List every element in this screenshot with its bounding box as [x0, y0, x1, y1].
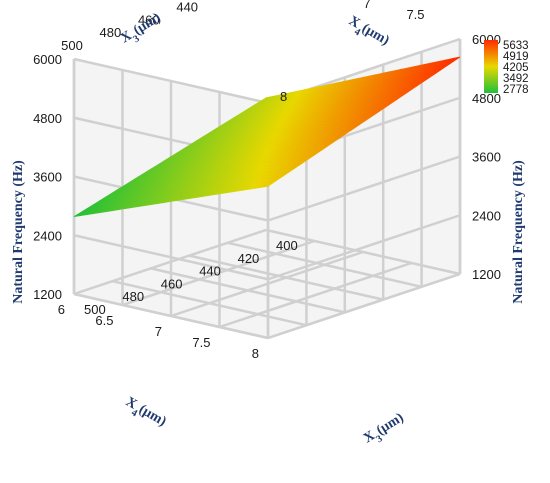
tick-labels: 1200120024002400360036004800480060006000… — [33, 0, 501, 361]
grid-x3-floor — [188, 254, 384, 301]
colorbar-tick: 2778 — [503, 84, 529, 96]
x4-tick-bottom: 6.5 — [95, 313, 113, 328]
z-tick-left: 1200 — [33, 287, 62, 302]
z-tick-left: 2400 — [33, 228, 62, 243]
x4-tick-bottom: 8 — [252, 346, 259, 361]
colorbar-gradient — [484, 40, 498, 93]
x4-tick-bottom: 7.5 — [192, 335, 210, 350]
x3-tick-top: 420 — [215, 0, 237, 2]
x3-tick-bottom: 500 — [84, 302, 106, 317]
grid-x4-floor — [219, 261, 412, 329]
grid-x4-floor — [267, 272, 461, 340]
x3-tick-bottom: 460 — [161, 276, 183, 291]
x3-tick-bottom: 480 — [122, 289, 144, 304]
z-axis-title-left: Natural Frequency (Hz) — [11, 160, 26, 304]
z-tick-right: 2400 — [472, 208, 501, 223]
x3-tick-bottom: 440 — [199, 264, 221, 279]
z-tick-right: 3600 — [472, 150, 501, 165]
colorbar-tick: 5633 — [503, 40, 529, 52]
colorbar-tick: 4205 — [503, 62, 529, 74]
x3-tick-top: 460 — [138, 12, 160, 27]
grid-x3-floor — [112, 279, 307, 327]
x4-tick-top: 7 — [363, 0, 370, 11]
colorbar-tick: 3492 — [503, 73, 529, 85]
x3-axis-title-bottom: X3(μm) — [361, 410, 409, 450]
x4-tick-top: 8 — [280, 89, 287, 104]
surface-patch — [261, 181, 275, 188]
grid-z-wall-right — [267, 214, 461, 281]
z-tick-right: 4800 — [472, 91, 501, 106]
x3-tick-top: 440 — [176, 0, 198, 15]
x3-tick-top: 500 — [61, 38, 83, 53]
z-tick-left: 4800 — [33, 111, 62, 126]
x4-tick-top: 7.5 — [406, 7, 424, 22]
z-tick-left: 6000 — [33, 52, 62, 67]
x4-tick-bottom: 6 — [58, 302, 65, 317]
z-tick-left: 3600 — [33, 170, 62, 185]
x3-tick-top: 480 — [100, 25, 122, 40]
grid-x3-floor — [265, 228, 461, 276]
colorbar-tick: 4919 — [503, 51, 529, 63]
grid-z-wall-right — [267, 155, 461, 222]
grid-x3-floor — [227, 241, 422, 289]
grid-x3-floor — [73, 292, 269, 340]
x3-tick-bottom: 400 — [276, 238, 298, 253]
z-axis-title-right: Natural Frequency (Hz) — [511, 160, 526, 304]
x4-axis-title-top: X4(μm) — [344, 13, 392, 52]
x4-axis-title-bottom: X4(μm) — [121, 394, 169, 433]
x4-tick-bottom: 7 — [155, 324, 162, 339]
grid-x3-floor — [150, 267, 346, 314]
x3-tick-bottom: 420 — [238, 251, 260, 266]
z-tick-right: 1200 — [472, 267, 501, 282]
frequency-surface — [73, 56, 461, 217]
